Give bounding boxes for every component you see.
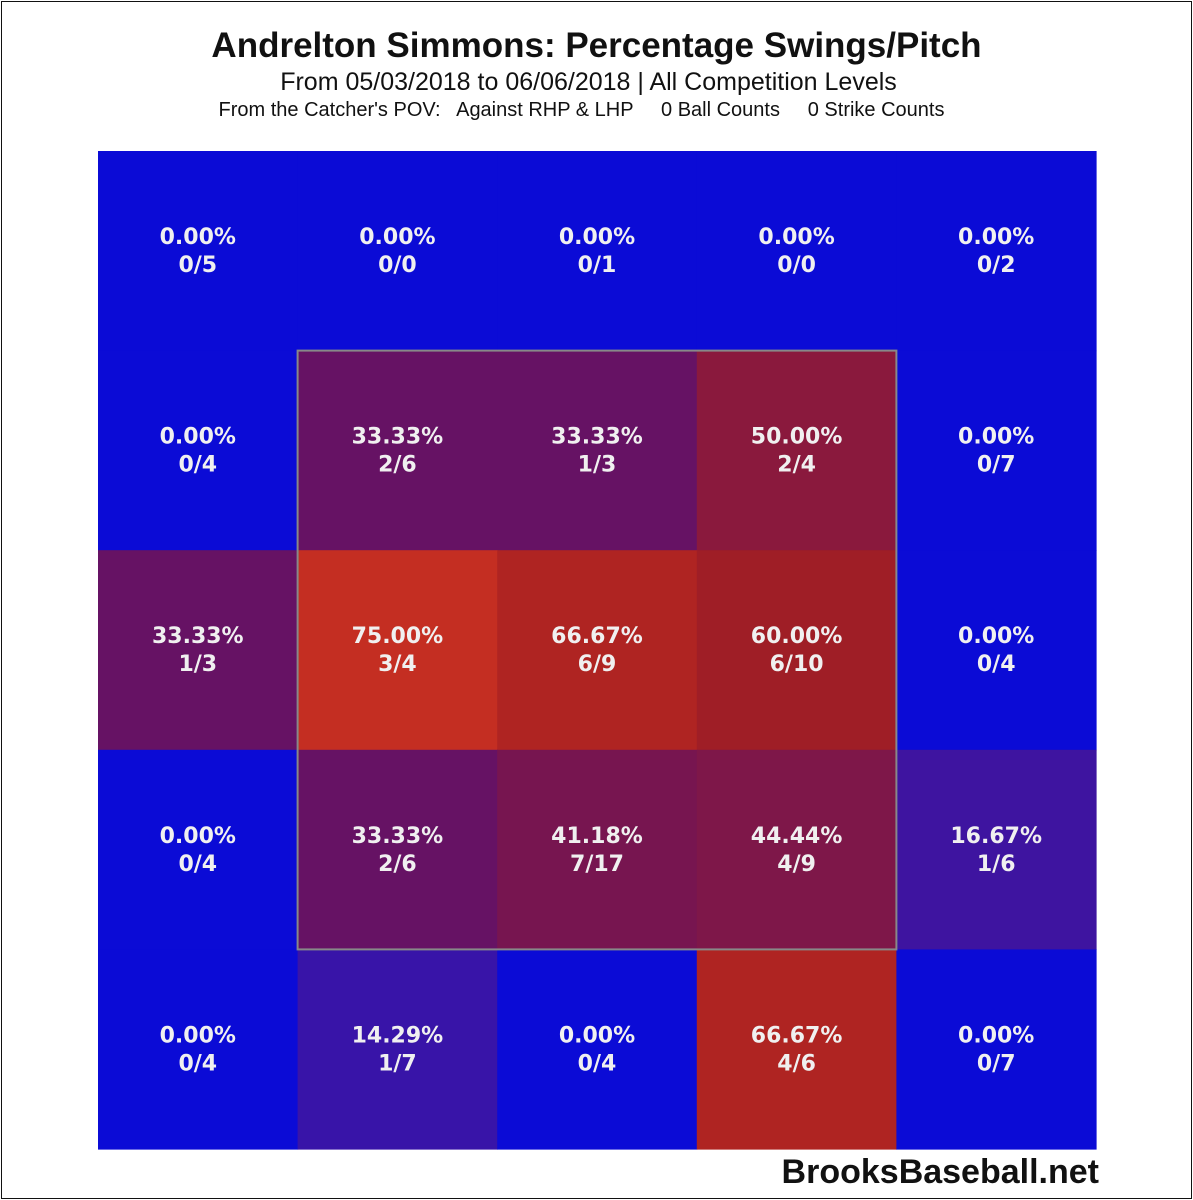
chart-title: Andrelton Simmons: Percentage Swings/Pit… [211,26,982,65]
heatmap-cell-r4-c3 [696,949,897,1150]
heatmap-cell-r2-c1 [297,550,498,751]
heatmap-cell-r1-c2 [497,350,698,551]
cell-percentage-label: 66.67% [551,624,643,649]
cell-count-label: 6/9 [578,652,617,677]
cell-count-label: 1/3 [178,652,217,677]
cell-count-label: 0/4 [178,852,217,877]
strike-zone-outline [296,349,898,951]
cell-percentage-label: 33.33% [352,425,444,450]
cell-percentage-label: 0.00% [160,425,236,450]
heatmap-cell-r0-c0 [98,151,299,352]
heatmap-cell-r2-c2 [497,550,698,751]
heatmap-cell-r3-c3 [696,749,897,950]
cell-percentage-label: 0.00% [160,1023,236,1048]
cell-count-label: 2/6 [378,453,417,478]
heatmap-cell-r3-c0 [98,749,299,950]
heatmap-labels: 0.00% 0/5 0.00% 0/0 0.00% 0/1 0.00% 0/0 0.00% 0/2… [152,225,1042,1076]
cell-percentage-label: 44.44% [751,824,843,849]
chart-filter-line: From the Catcher's POV: Against RHP & LH… [218,99,945,121]
cell-count-label: 0/1 [578,253,617,278]
heatmap-cell-r0-c3 [696,151,897,352]
cell-count-label: 0/4 [578,1051,617,1076]
cell-count-label: 2/6 [378,852,417,877]
strike-zone [296,349,898,951]
heatmap-cell-r2-c0 [98,550,299,751]
cell-percentage-label: 0.00% [958,425,1034,450]
cell-count-label: 0/7 [977,1051,1016,1076]
cell-count-label: 0/4 [977,652,1016,677]
heatmap-cell-r0-c4 [896,151,1097,352]
cell-count-label: 4/6 [777,1051,816,1076]
cell-percentage-label: 16.67% [950,824,1042,849]
heatmap-cell-r4-c2 [497,949,698,1150]
cell-percentage-label: 0.00% [958,624,1034,649]
cell-count-label: 6/10 [770,652,824,677]
cell-percentage-label: 14.29% [352,1023,444,1048]
cell-percentage-label: 50.00% [751,425,843,450]
cell-count-label: 0/4 [178,1051,217,1076]
cell-count-label: 0/5 [178,253,217,278]
cell-count-label: 2/4 [777,453,816,478]
cell-percentage-label: 0.00% [958,225,1034,250]
chart-subtitle: From 05/03/2018 to 06/06/2018 | All Comp… [280,68,897,96]
heatmap-cell-r3-c1 [297,749,498,950]
cell-count-label: 1/6 [977,852,1016,877]
heatmap-cell-r2-c3 [696,550,897,751]
heatmap-cell-r2-c4 [896,550,1097,751]
cell-count-label: 0/0 [378,253,417,278]
cell-percentage-label: 0.00% [559,1023,635,1048]
cell-percentage-label: 33.33% [352,824,444,849]
heatmap-cell-r3-c4 [896,749,1097,950]
cell-percentage-label: 0.00% [160,824,236,849]
cell-percentage-label: 0.00% [559,225,635,250]
source-credit: BrooksBaseball.net [781,1153,1099,1191]
heatmap-cells [98,151,1097,1150]
heatmap-cell-r0-c2 [497,151,698,352]
cell-count-label: 0/2 [977,253,1016,278]
heatmap-cell-r4-c1 [297,949,498,1150]
cell-count-label: 1/3 [578,453,617,478]
cell-count-label: 0/4 [178,453,217,478]
cell-percentage-label: 66.67% [751,1023,843,1048]
heatmap-cell-r1-c0 [98,350,299,551]
heatmap-cell-r1-c3 [696,350,897,551]
cell-percentage-label: 0.00% [160,225,236,250]
heatmap-cell-r1-c4 [896,350,1097,551]
cell-count-label: 0/7 [977,453,1016,478]
cell-count-label: 0/0 [777,253,816,278]
heatmap-cell-r3-c2 [497,749,698,950]
cell-percentage-label: 41.18% [551,824,643,849]
heatmap-cell-r4-c4 [896,949,1097,1150]
cell-percentage-label: 33.33% [152,624,244,649]
cell-percentage-label: 75.00% [352,624,444,649]
cell-count-label: 7/17 [570,852,624,877]
cell-count-label: 1/7 [378,1051,417,1076]
heatmap-cell-r1-c1 [297,350,498,551]
cell-percentage-label: 0.00% [958,1023,1034,1048]
cell-count-label: 4/9 [777,852,816,877]
cell-percentage-label: 33.33% [551,425,643,450]
cell-percentage-label: 0.00% [758,225,834,250]
cell-percentage-label: 60.00% [751,624,843,649]
cell-count-label: 3/4 [378,652,417,677]
cell-percentage-label: 0.00% [359,225,435,250]
heatmap-cell-r4-c0 [98,949,299,1150]
heatmap-cell-r0-c1 [297,151,498,352]
